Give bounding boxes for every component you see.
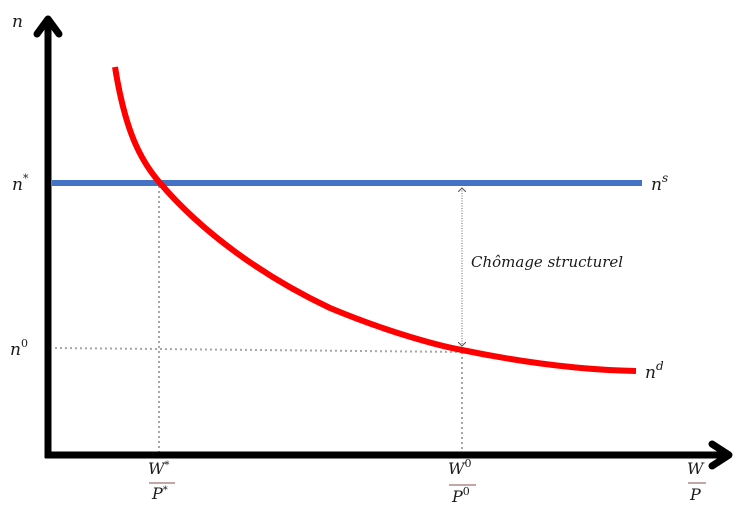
supply-curve-label: ns [651, 171, 668, 195]
guide-n0-horizontal [54, 347, 463, 353]
x-tick-wstar-pstar: W* P* [148, 459, 175, 503]
n-zero-label: n0 [10, 337, 28, 360]
structural-unemployment-label: Chômage structurel [471, 253, 623, 271]
svg-text:W: W [687, 459, 705, 478]
y-axis-label: n [12, 12, 23, 32]
labor-demand-curve [112, 66, 637, 374]
x-tick-w0-p0: W0 P0 [448, 457, 476, 506]
svg-text:P*: P* [151, 484, 168, 503]
demand-curve-label: nd [645, 359, 664, 383]
svg-text:P: P [689, 485, 701, 504]
x-axis-label: W P [687, 459, 706, 504]
x-axis-arrowhead [708, 440, 733, 470]
svg-text:P0: P0 [451, 485, 470, 506]
y-axis-arrowhead [33, 15, 63, 38]
n-star-label: n* [12, 172, 29, 195]
svg-text:W*: W* [148, 459, 169, 478]
svg-text:W0: W0 [448, 457, 471, 478]
